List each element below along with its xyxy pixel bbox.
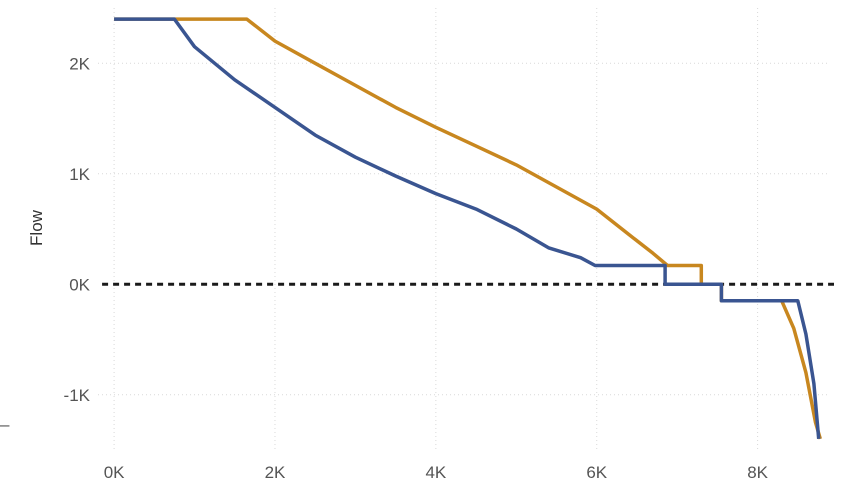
y-tick-label: 2K (69, 54, 90, 73)
y-tick-label: -1K (64, 386, 91, 405)
x-tick-label: 0K (104, 463, 125, 482)
series-line-2 (114, 17, 821, 440)
x-tick-label: 8K (747, 463, 768, 482)
x-tick-labels: 0K 2K 4K 6K 8K (104, 463, 769, 482)
x-tick-label: 2K (265, 463, 286, 482)
series-lines (114, 17, 822, 440)
series-line-1 (114, 17, 822, 440)
x-tick-label: 4K (425, 463, 446, 482)
y-axis-corner-mark: – (0, 415, 10, 434)
y-tick-labels: -1K 0K 1K 2K (64, 54, 91, 405)
x-tick-label: 6K (586, 463, 607, 482)
y-tick-label: 0K (69, 275, 90, 294)
y-axis-title: Flow (27, 209, 46, 246)
grid-lines (98, 8, 830, 450)
y-tick-label: 1K (69, 165, 90, 184)
